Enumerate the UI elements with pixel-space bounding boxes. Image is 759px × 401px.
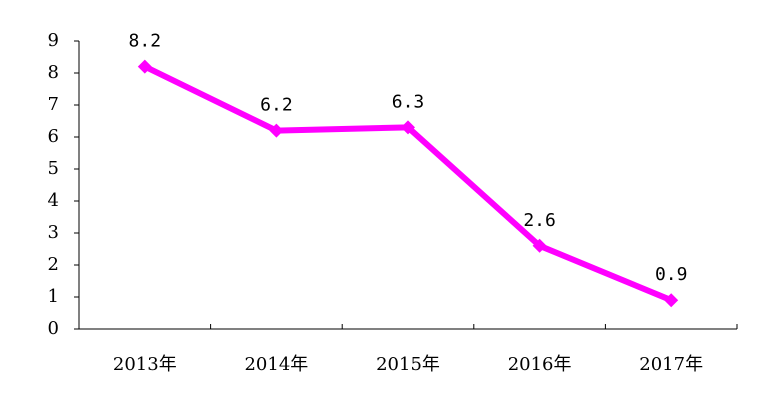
y-tick-label: 9 [48, 30, 59, 51]
x-tick-label: 2015年 [376, 354, 440, 375]
data-label: 6.2 [260, 95, 293, 116]
y-tick-label: 1 [48, 286, 59, 307]
y-tick-label: 8 [48, 62, 59, 83]
marker [664, 293, 679, 308]
marker [137, 59, 152, 74]
data-label: 6.3 [392, 91, 425, 112]
y-tick-label: 2 [48, 254, 59, 275]
marker [532, 238, 547, 253]
y-tick-label: 5 [48, 158, 59, 179]
y-tick-label: 4 [48, 190, 59, 211]
data-label: 0.9 [655, 264, 688, 285]
data-label: 2.6 [523, 210, 556, 231]
marker [269, 123, 284, 138]
marker [401, 120, 415, 135]
y-tick-label: 3 [48, 222, 59, 243]
x-tick-label: 2014年 [244, 354, 308, 375]
y-tick-label: 0 [48, 318, 59, 339]
x-tick-label: 2016年 [508, 354, 572, 375]
y-tick-label: 6 [48, 126, 59, 147]
x-tick-label: 2017年 [639, 354, 703, 375]
x-tick-label: 2013年 [113, 354, 177, 375]
data-label: 8.2 [129, 31, 162, 52]
y-tick-label: 7 [48, 94, 59, 115]
